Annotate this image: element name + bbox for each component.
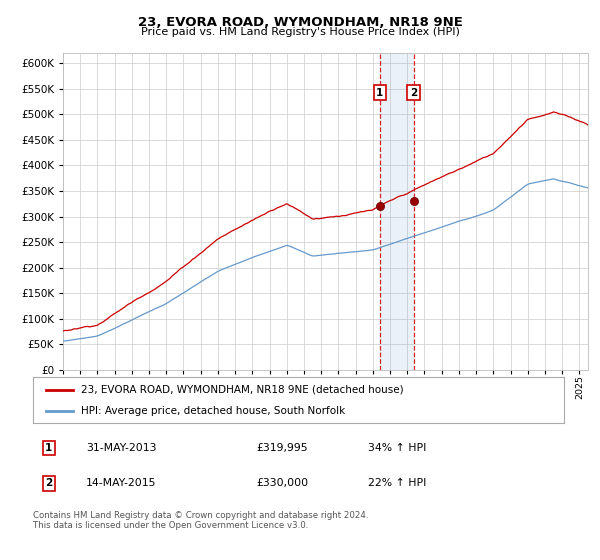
Text: 1: 1 xyxy=(376,88,383,98)
Text: 23, EVORA ROAD, WYMONDHAM, NR18 9NE: 23, EVORA ROAD, WYMONDHAM, NR18 9NE xyxy=(137,16,463,29)
Text: £319,995: £319,995 xyxy=(256,443,308,453)
Text: 23, EVORA ROAD, WYMONDHAM, NR18 9NE (detached house): 23, EVORA ROAD, WYMONDHAM, NR18 9NE (det… xyxy=(81,385,403,395)
Text: 31-MAY-2013: 31-MAY-2013 xyxy=(86,443,157,453)
Bar xyxy=(380,53,413,370)
Text: HPI: Average price, detached house, South Norfolk: HPI: Average price, detached house, Sout… xyxy=(81,406,345,416)
Text: 22% ↑ HPI: 22% ↑ HPI xyxy=(368,478,426,488)
Point xyxy=(375,202,385,211)
Text: 14-MAY-2015: 14-MAY-2015 xyxy=(86,478,157,488)
Point xyxy=(409,197,418,206)
Text: Contains HM Land Registry data © Crown copyright and database right 2024.
This d: Contains HM Land Registry data © Crown c… xyxy=(33,511,368,530)
Text: 1: 1 xyxy=(46,443,53,453)
Text: 2: 2 xyxy=(410,88,417,98)
Text: Price paid vs. HM Land Registry's House Price Index (HPI): Price paid vs. HM Land Registry's House … xyxy=(140,27,460,37)
Text: 2: 2 xyxy=(46,478,53,488)
Text: £330,000: £330,000 xyxy=(256,478,308,488)
Text: 34% ↑ HPI: 34% ↑ HPI xyxy=(368,443,426,453)
